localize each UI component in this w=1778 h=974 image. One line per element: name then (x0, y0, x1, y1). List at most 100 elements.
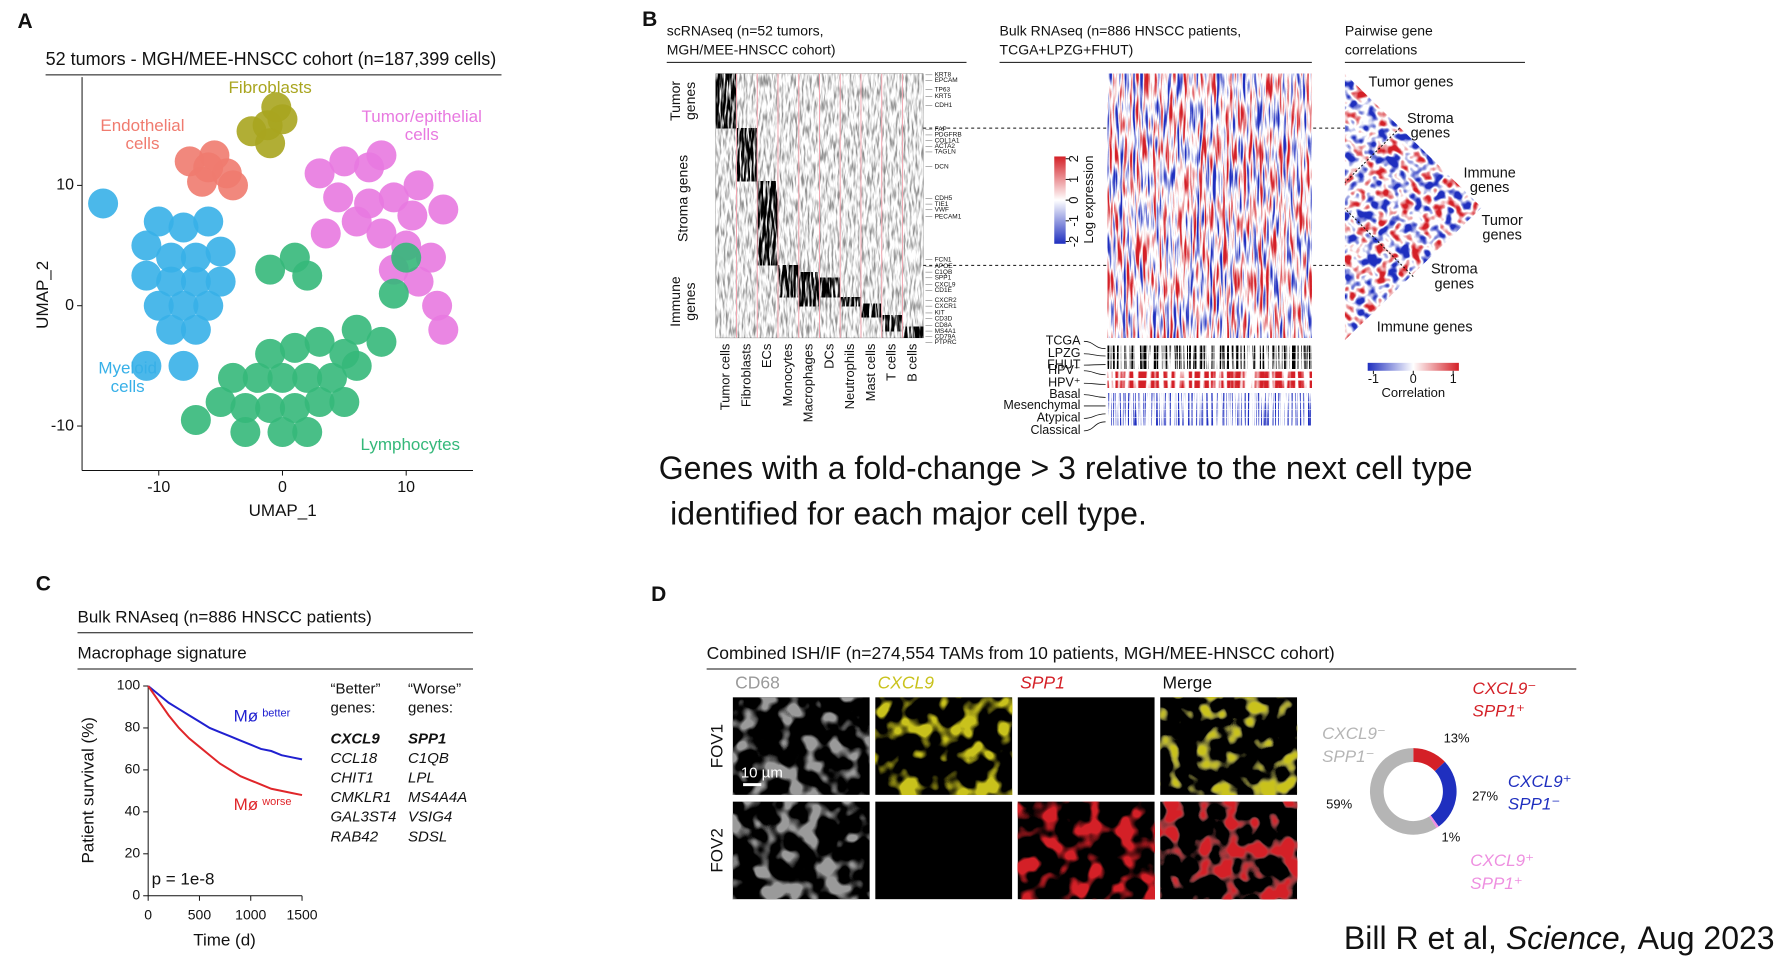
corr-label: genes (1470, 180, 1510, 196)
umap-point (199, 140, 230, 171)
track-connector (1083, 421, 1106, 432)
gene-label: PECAM1 (935, 213, 962, 220)
annotation-track (1107, 345, 1312, 352)
track-connector (1083, 340, 1106, 350)
y-tick-label: -10 (51, 417, 74, 434)
sc-block (757, 181, 778, 266)
value-label: 1% (1441, 829, 1460, 844)
channel-label: SPP1 (1020, 672, 1065, 692)
colorbar-label: Correlation (1381, 385, 1445, 400)
gene-label: C1QB (935, 269, 953, 276)
sc-block (819, 277, 841, 298)
umap-point (329, 386, 360, 417)
citation-authors: Bill R et al, (1344, 921, 1497, 957)
gene-group-label: genes (682, 82, 698, 120)
gene-name: LPL (408, 769, 435, 786)
corr-title: Pairwise gene (1345, 22, 1433, 38)
umap-point (341, 350, 372, 381)
colorbar-label: Log expression (1081, 155, 1096, 243)
cell-type-label: Tumor cells (718, 343, 733, 410)
y-axis-label: Patient survival (%) (78, 717, 97, 863)
citation-journal: Science, (1506, 921, 1629, 957)
umap-point (279, 392, 310, 423)
caption-line: Genes with a fold-change > 3 relative to… (659, 450, 1473, 486)
corr-label: genes (1482, 228, 1522, 244)
umap-point (323, 182, 354, 213)
corr-label: Immune (1463, 165, 1515, 181)
corr-label: genes (1435, 276, 1475, 292)
panel-letter: C (36, 573, 51, 596)
track-label: FHUT (1047, 357, 1081, 371)
cell-type-label: Neutrophils (842, 343, 857, 409)
colorbar-tick-label: -2 (1066, 236, 1081, 248)
gene-label: CXCR1 (935, 303, 957, 310)
gene-label: PDGFRB (935, 132, 962, 139)
y-tick-label: 60 (125, 761, 141, 777)
channel-label: CD68 (735, 672, 780, 692)
corr-divider (1344, 127, 1400, 183)
umap-point (428, 314, 459, 345)
gene-label: SPP1 (935, 275, 952, 282)
value-label: 59% (1326, 796, 1352, 811)
gene-label: KRT5 (935, 93, 952, 100)
gene-label: CXCL9 (935, 281, 956, 288)
gene-label: KIT (935, 310, 945, 317)
y-tick-label: 0 (65, 297, 74, 314)
legend-qualifier: worse (261, 796, 291, 808)
track-label: Atypical (1037, 411, 1081, 425)
cluster-label: Tumor/epithelial cells (362, 107, 482, 144)
gene-group-label: Tumor (667, 81, 683, 121)
value-label: 27% (1472, 789, 1498, 804)
cell-type-label: Macrophages (801, 343, 816, 422)
umap-point (156, 242, 187, 273)
cluster-label-line: Endothelial (100, 116, 184, 135)
category-label: CXCL9⁻ (1322, 724, 1386, 743)
umap-point (131, 260, 162, 291)
category-label: SPP1⁺ (1473, 702, 1525, 721)
umap-point (205, 266, 236, 297)
gene-label: MS4A1 (935, 328, 957, 335)
cluster-label: Lymphocytes (361, 435, 461, 454)
x-tick-label: 500 (188, 906, 212, 922)
y-tick-label: 80 (125, 719, 141, 735)
correlation-colorbar (1367, 362, 1459, 371)
track-connector (1083, 353, 1106, 357)
umap-point (329, 146, 360, 177)
umap-point (304, 158, 335, 189)
umap-point (304, 326, 335, 357)
chart-subtitle: Macrophage signature (78, 644, 247, 663)
umap-point (193, 290, 224, 321)
legend-name: Mø (234, 796, 259, 815)
annotation-track (1107, 402, 1312, 410)
umap-point (341, 314, 372, 345)
y-tick-label: 10 (56, 177, 74, 194)
umap-point (422, 290, 453, 321)
micrograph (875, 801, 1013, 900)
gene-list-heading: genes: (408, 700, 453, 717)
corr-divider (1344, 208, 1414, 278)
p-value: p = 1e-8 (152, 869, 215, 888)
cell-type-label: B cells (904, 343, 919, 382)
annotation-track (1107, 352, 1312, 360)
annotation-track (1107, 410, 1312, 418)
gene-label: CD8A (935, 322, 953, 329)
y-tick-label: 0 (132, 886, 140, 902)
panel-letter: D (651, 583, 666, 606)
umap-point (292, 417, 323, 448)
umap-point (366, 140, 397, 171)
gene-list-heading: “Better” (331, 680, 381, 697)
umap-point (205, 386, 236, 417)
micrograph-signal (1160, 697, 1298, 795)
track-label: HPV⁺ (1048, 376, 1080, 390)
umap-point (366, 218, 397, 249)
scale-bar-label: 10 µm (741, 764, 783, 781)
gene-name: CXCL9 (331, 730, 381, 747)
micrograph-signal (1017, 801, 1155, 900)
gene-name: C1QB (408, 750, 449, 767)
x-tick-label: 1000 (235, 906, 266, 922)
value-label: 13% (1444, 731, 1470, 746)
gene-label: TIE1 (935, 201, 949, 208)
citation: Bill R et al, Science, Aug 2023 (1344, 921, 1775, 957)
umap-point (255, 392, 286, 423)
